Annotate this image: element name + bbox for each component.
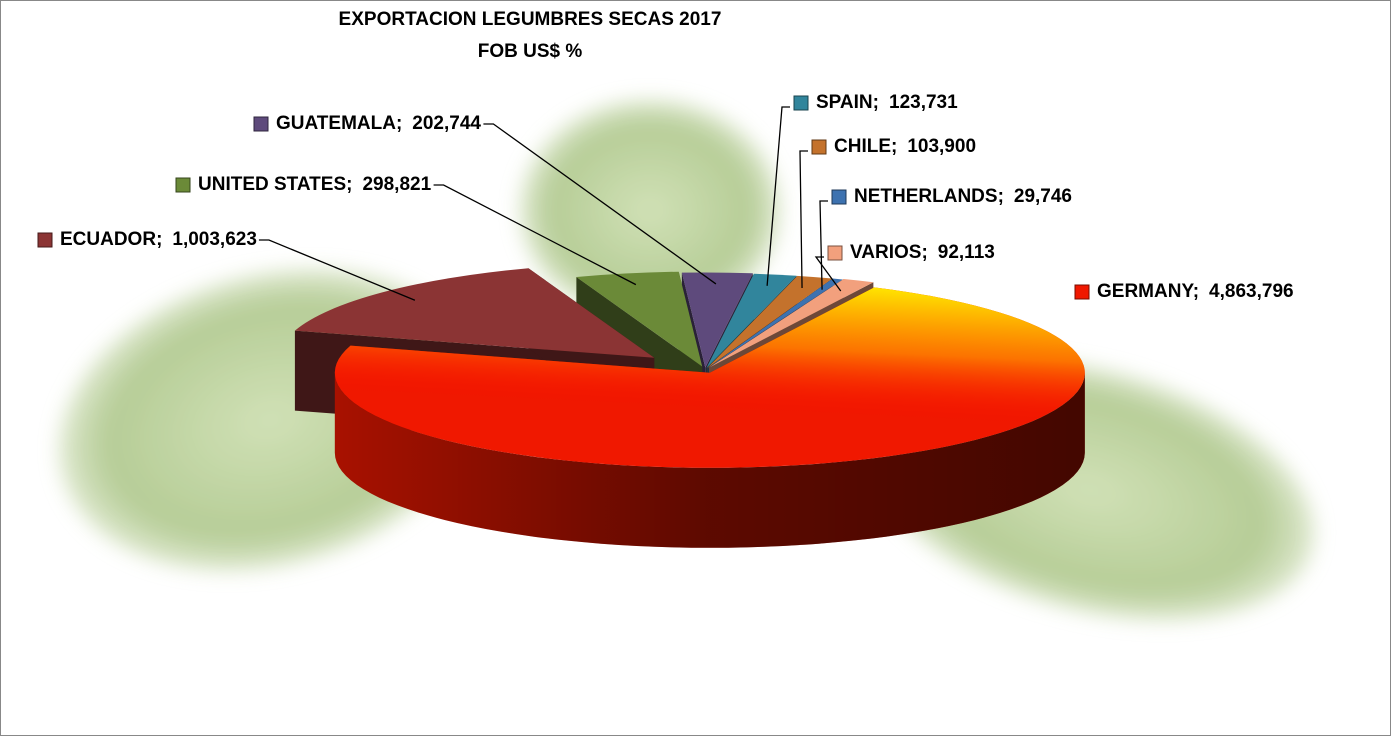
legend-key [1074, 284, 1090, 300]
label-separator: ; [1193, 281, 1199, 302]
data-label: UNITED STATES; 298,821 [198, 174, 432, 195]
label-separator: ; [891, 136, 897, 157]
value-label: 4,863,796 [1209, 281, 1294, 302]
slice [707, 275, 833, 369]
data-label: SPAIN; 123,731 [816, 92, 958, 113]
slice [706, 273, 797, 369]
slice [708, 279, 874, 368]
slice [294, 268, 655, 358]
value-label: 103,900 [907, 136, 976, 157]
value-label: 202,744 [412, 113, 481, 134]
label-separator: ; [396, 113, 402, 134]
data-label: GUATEMALA; 202,744 [276, 113, 481, 134]
data-label: NETHERLANDS; 29,746 [854, 186, 1072, 207]
category-label: ECUADOR [60, 229, 156, 250]
leader-line [258, 239, 416, 301]
leader-line [799, 150, 808, 288]
slice-highlight [334, 287, 1085, 468]
data-label: GERMANY; 4,863,796 [1097, 281, 1294, 302]
legend-key [253, 116, 269, 132]
label-separator: ; [346, 174, 352, 195]
category-label: GUATEMALA [276, 113, 396, 134]
data-label: CHILE; 103,900 [834, 136, 976, 157]
slice-wall-shade [334, 372, 1085, 548]
legend-key [793, 95, 809, 111]
value-label: 1,003,623 [172, 229, 257, 250]
legend-key [811, 139, 827, 155]
slice [576, 271, 703, 367]
leader-line [766, 106, 790, 286]
leader-line [483, 123, 717, 285]
pie [294, 268, 1085, 548]
category-label: SPAIN [816, 92, 873, 113]
legend-key [175, 177, 191, 193]
chart-title: EXPORTACION LEGUMBRES SECAS 2017 [339, 9, 722, 30]
legend-key [827, 245, 843, 261]
slice [681, 272, 753, 368]
value-label: 123,731 [889, 92, 958, 113]
label-separator: ; [873, 92, 879, 113]
data-label: VARIOS; 92,113 [850, 242, 995, 263]
label-separator: ; [921, 242, 927, 263]
value-label: 29,746 [1014, 186, 1072, 207]
labels: GERMANY; 4,863,796 ECUADOR; 1,003,623 UNITED… [37, 92, 1294, 302]
category-label: UNITED STATES [198, 174, 346, 195]
data-label: ECUADOR; 1,003,623 [60, 229, 257, 250]
value-label: 92,113 [938, 242, 995, 263]
slice [707, 278, 843, 369]
category-label: VARIOS [850, 242, 921, 263]
legend-key [831, 189, 847, 205]
category-label: GERMANY [1097, 281, 1194, 302]
leader-line [814, 256, 842, 292]
category-label: NETHERLANDS [854, 186, 998, 207]
category-label: CHILE [834, 136, 891, 157]
label-separator: ; [156, 229, 162, 250]
leader-line [433, 184, 637, 286]
legend-key [37, 232, 53, 248]
value-label: 298,821 [362, 174, 431, 195]
label-separator: ; [998, 186, 1004, 207]
leader-line [819, 200, 828, 290]
chart-subtitle: FOB US$ % [478, 41, 583, 62]
